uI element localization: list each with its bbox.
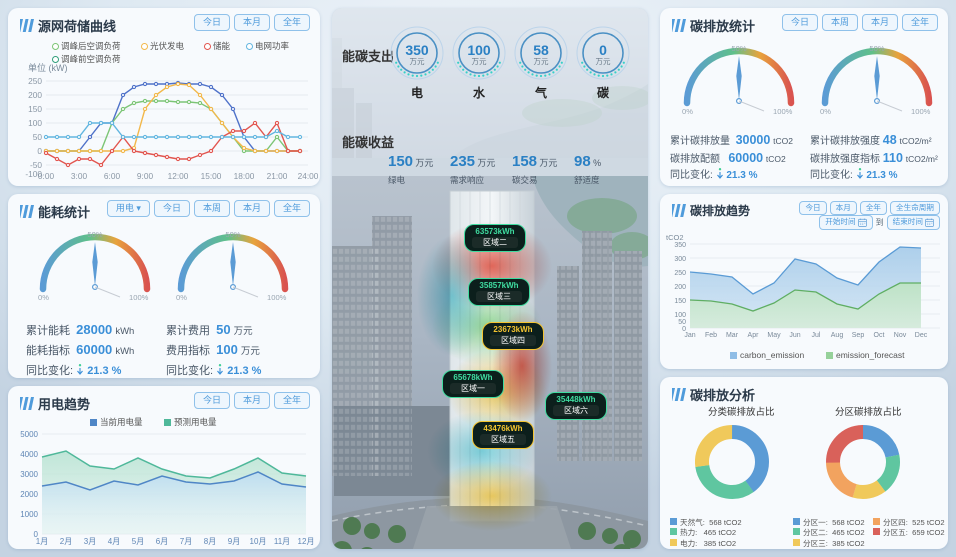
svg-text:250: 250: [674, 270, 686, 277]
svg-text:21:00: 21:00: [267, 171, 288, 181]
svg-text:6:00: 6:00: [104, 171, 121, 181]
svg-text:Sep: Sep: [852, 332, 865, 339]
svg-text:100%: 100%: [773, 107, 793, 116]
svg-text:100: 100: [28, 118, 42, 128]
svg-text:0%: 0%: [820, 107, 831, 116]
svg-text:0:00: 0:00: [38, 171, 55, 181]
svg-text:Aug: Aug: [831, 332, 844, 339]
svg-text:Nov: Nov: [894, 332, 907, 339]
svg-text:7月: 7月: [180, 537, 192, 546]
svg-text:50%: 50%: [87, 230, 102, 239]
svg-text:5月: 5月: [132, 537, 144, 546]
svg-text:50%: 50%: [225, 230, 240, 239]
svg-text:Jun: Jun: [789, 332, 800, 339]
svg-text:50%: 50%: [731, 44, 746, 53]
svg-text:100%: 100%: [267, 293, 287, 302]
svg-text:Oct: Oct: [874, 332, 885, 339]
svg-text:0%: 0%: [176, 293, 187, 302]
svg-text:4000: 4000: [20, 450, 38, 459]
svg-text:300: 300: [674, 256, 686, 263]
svg-text:8月: 8月: [204, 537, 216, 546]
svg-text:200: 200: [674, 284, 686, 291]
svg-text:200: 200: [28, 90, 42, 100]
svg-text:Dec: Dec: [915, 332, 928, 339]
svg-text:Mar: Mar: [726, 332, 739, 339]
svg-text:0: 0: [37, 146, 42, 156]
svg-text:50: 50: [33, 132, 43, 142]
svg-text:2000: 2000: [20, 490, 38, 499]
svg-text:11月: 11月: [274, 537, 290, 546]
svg-text:100%: 100%: [911, 107, 931, 116]
svg-text:250: 250: [28, 76, 42, 86]
svg-text:150: 150: [674, 298, 686, 305]
svg-text:单位 (kW): 单位 (kW): [28, 62, 68, 73]
svg-text:24:00: 24:00: [298, 171, 319, 181]
svg-text:3000: 3000: [20, 470, 38, 479]
svg-text:1000: 1000: [20, 510, 38, 519]
svg-text:5000: 5000: [20, 430, 38, 439]
svg-text:12月: 12月: [298, 537, 314, 546]
svg-text:3月: 3月: [84, 537, 96, 546]
svg-text:10月: 10月: [250, 537, 267, 546]
svg-text:tCO2: tCO2: [666, 233, 684, 242]
svg-text:0%: 0%: [38, 293, 49, 302]
svg-text:9:00: 9:00: [137, 171, 154, 181]
svg-text:100%: 100%: [129, 293, 149, 302]
svg-text:Jan: Jan: [684, 332, 695, 339]
svg-text:Jul: Jul: [812, 332, 821, 339]
svg-text:0%: 0%: [682, 107, 693, 116]
svg-text:1月: 1月: [36, 537, 48, 546]
svg-text:2月: 2月: [60, 537, 72, 546]
svg-text:3:00: 3:00: [71, 171, 88, 181]
svg-text:150: 150: [28, 104, 42, 114]
svg-text:350: 350: [674, 242, 686, 249]
svg-text:May: May: [767, 332, 781, 339]
svg-text:15:00: 15:00: [201, 171, 222, 181]
svg-text:100: 100: [674, 312, 686, 319]
svg-text:50: 50: [678, 319, 686, 326]
svg-text:9月: 9月: [228, 537, 240, 546]
svg-text:Apr: Apr: [748, 332, 760, 339]
svg-text:50%: 50%: [869, 44, 884, 53]
svg-text:Feb: Feb: [705, 332, 717, 339]
svg-text:12:00: 12:00: [168, 171, 189, 181]
svg-text:18:00: 18:00: [234, 171, 255, 181]
svg-text:6月: 6月: [156, 537, 168, 546]
svg-text:4月: 4月: [108, 537, 120, 546]
